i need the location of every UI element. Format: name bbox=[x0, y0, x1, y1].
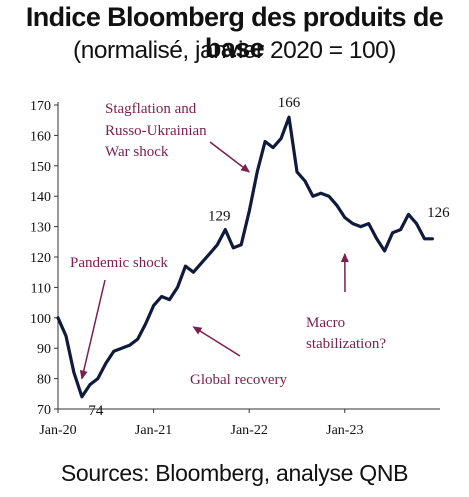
annotation-label: Russo-Ukrainian bbox=[105, 123, 207, 139]
chart-title: Indice Bloomberg des produits de base bbox=[25, 2, 444, 63]
annotation-label: Macro bbox=[306, 315, 345, 331]
y-tick-label: 120 bbox=[30, 251, 51, 266]
y-tick-label: 100 bbox=[30, 312, 51, 327]
y-tick-label: 170 bbox=[30, 99, 51, 114]
annotation-label: Stagflation and bbox=[105, 101, 197, 117]
x-tick-label: Jan-20 bbox=[39, 423, 76, 438]
annotation-arrow bbox=[79, 279, 106, 380]
annotation-arrow bbox=[192, 326, 241, 357]
chart-annotations: Pandemic shock Stagflation and Russo-Ukrai… bbox=[70, 101, 386, 388]
chart-subtitle: (normalisé, janvier 2020 = 100) bbox=[73, 37, 396, 64]
annotation-label: Global recovery bbox=[190, 372, 288, 388]
chart-data-labels: 74 129 166 126 bbox=[88, 95, 450, 419]
y-tick-label: 80 bbox=[37, 373, 51, 388]
x-tick-label: Jan-23 bbox=[326, 423, 363, 438]
y-tick-label: 160 bbox=[30, 129, 51, 144]
chart-tick-labels: 70 80 90 100 110 120 130 140 150 160 170 Jan-20 Jan-… bbox=[30, 99, 363, 438]
y-tick-label: 110 bbox=[31, 281, 51, 296]
annotation-arrow bbox=[209, 141, 250, 173]
source-note: Sources: Bloomberg, analyse QNB bbox=[60, 460, 409, 486]
x-tick-label: Jan-21 bbox=[135, 423, 172, 438]
y-tick-label: 70 bbox=[37, 403, 51, 418]
data-label: 74 bbox=[88, 403, 104, 419]
y-tick-label: 90 bbox=[37, 342, 51, 357]
x-tick-label: Jan-22 bbox=[231, 423, 268, 438]
y-tick-label: 140 bbox=[30, 190, 51, 205]
data-label: 166 bbox=[278, 95, 301, 111]
y-tick-label: 130 bbox=[30, 221, 51, 236]
series-line bbox=[56, 115, 434, 399]
data-label: 129 bbox=[208, 209, 231, 225]
y-tick-label: 150 bbox=[30, 160, 51, 175]
annotation-label: War shock bbox=[105, 144, 169, 160]
data-label: 126 bbox=[427, 205, 450, 221]
chart-series bbox=[56, 115, 434, 399]
annotation-label: Pandemic shock bbox=[70, 255, 168, 271]
annotation-label: stabilization? bbox=[306, 336, 386, 352]
